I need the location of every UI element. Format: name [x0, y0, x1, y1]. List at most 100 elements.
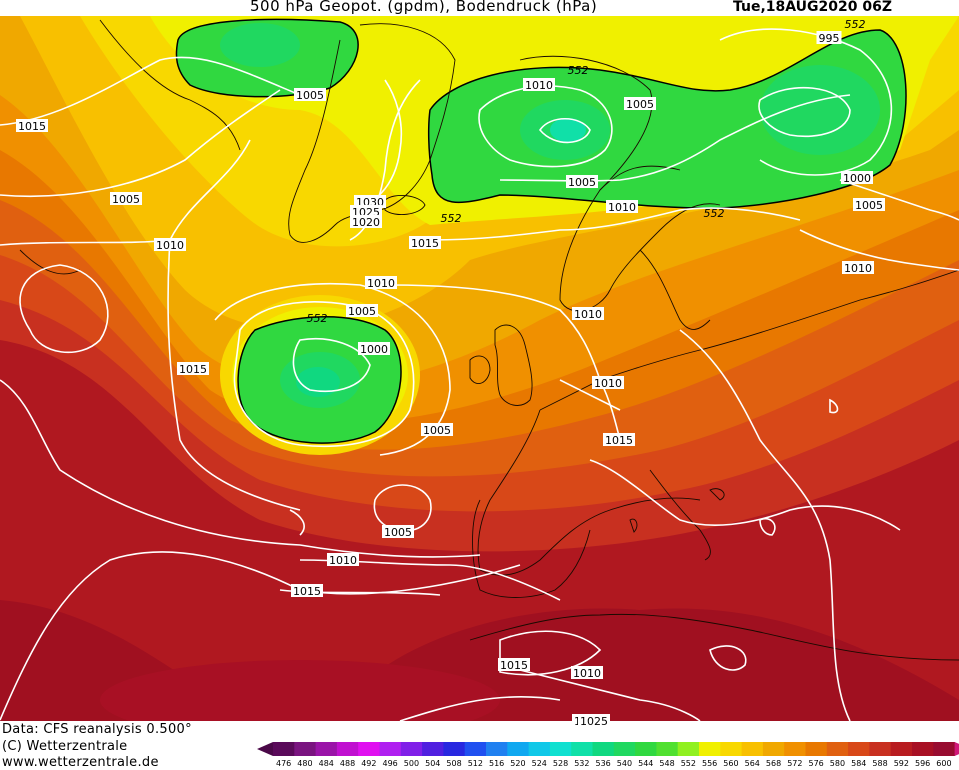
legend-arrow-left [257, 742, 273, 756]
legend-tick-label: 560 [723, 759, 738, 768]
isobar-label: 995 [816, 31, 842, 45]
legend-color-swatch [571, 742, 593, 756]
legend-color-swatch [933, 742, 956, 756]
legend-tick-label: 588 [872, 759, 887, 768]
legend-tick-label: 528 [553, 759, 568, 768]
isobar-label-text: 1010 [574, 308, 602, 321]
legend-color-swatch [464, 742, 487, 756]
legend-color-swatch [336, 742, 359, 756]
geopotential-labels: 552 552 552 552 552 [307, 18, 866, 325]
data-source-text: Data: CFS reanalysis 0.500° [2, 722, 192, 737]
isobar-label-text: 1005 [626, 98, 654, 111]
isobar-label: 1005 [624, 97, 656, 111]
isobar-label: 1010 [571, 666, 603, 680]
legend-color-swatch [869, 742, 892, 756]
isobar-label: 1025 [578, 714, 610, 728]
isobar-labels: 1005101510051010103010251020101510101005… [16, 31, 885, 728]
website-text: www.wetterzentrale.de [2, 755, 159, 770]
legend-color-swatch [294, 742, 317, 756]
legend-tick-label: 572 [787, 759, 802, 768]
legend-tick-label: 500 [404, 759, 419, 768]
legend-tick-label: 536 [596, 759, 611, 768]
legend-color-swatch [379, 742, 402, 756]
isobar-label-text: 1000 [360, 343, 388, 356]
legend-tick-label: 568 [766, 759, 781, 768]
legend-tick-label: 492 [361, 759, 376, 768]
legend-tick-label: 532 [574, 759, 589, 768]
legend-tick-label: 584 [851, 759, 866, 768]
legend-tick-label: 548 [659, 759, 674, 768]
isobar-label: 1015 [16, 119, 48, 133]
isobar-label: 1010 [154, 238, 186, 252]
legend-tick-label: 520 [510, 759, 525, 768]
geopotential-label: 552 [441, 212, 462, 225]
isobar-label: 1000 [358, 342, 390, 356]
coastlines [19, 19, 959, 661]
isobar-label-text: 1010 [608, 201, 636, 214]
isobar-label-text: 1015 [179, 363, 207, 376]
legend-color-swatch [358, 742, 380, 756]
color-scale-legend: 476 480 484 488 492 496 500 504 508 512 516 520 524 5… [257, 742, 959, 768]
copyright-text: (C) Wetterzentrale [2, 739, 128, 754]
isobar-label-text: 1010 [525, 79, 553, 92]
legend-color-swatch [528, 742, 551, 756]
isobar-label-text: 1015 [500, 659, 528, 672]
legend-color-swatch [400, 742, 423, 756]
isobar-label: 1000 [841, 171, 873, 185]
legend-tick-label: 496 [383, 759, 398, 768]
isobar-label: 1010 [606, 200, 638, 214]
legend-tick-label: 576 [809, 759, 824, 768]
isobar-label: 1005 [421, 423, 453, 437]
isobar-label-text: 1015 [411, 237, 439, 250]
isobar-label-text: 1005 [348, 305, 376, 318]
isobar-label-text: 1010 [367, 277, 395, 290]
isobar-label: 1015 [603, 433, 635, 447]
geopotential-label: 552 [307, 312, 328, 325]
geopotential-label: 552 [704, 207, 725, 220]
geopotential-label: 552 [845, 18, 866, 31]
legend-tick-label: 516 [489, 759, 504, 768]
legend-color-swatch [677, 742, 700, 756]
legend-color-swatch [635, 742, 657, 756]
isobar-label-text: 1005 [855, 199, 883, 212]
legend-tick-label: 596 [915, 759, 930, 768]
isobar-label-text: 1010 [329, 554, 357, 567]
legend-color-swatch [912, 742, 934, 756]
legend-color-swatch [273, 742, 295, 756]
legend-tick-label: 480 [297, 759, 312, 768]
legend-tick-label: 556 [702, 759, 717, 768]
legend-color-swatch [507, 742, 530, 756]
legend-color-swatch [486, 742, 508, 756]
legend-tick-label: 544 [638, 759, 653, 768]
legend-color-swatch [826, 742, 849, 756]
isobar-label: 1005 [346, 304, 378, 318]
legend-tick-label: 512 [468, 759, 483, 768]
legend-color-swatch [784, 742, 806, 756]
legend-tick-label: 504 [425, 759, 440, 768]
isobar-label-text: 1000 [843, 172, 871, 185]
isobar-label: 1010 [365, 276, 397, 290]
legend-arrow-right [954, 742, 959, 756]
legend-tick-label: 524 [532, 759, 547, 768]
isobar-label: 1015 [498, 658, 530, 672]
isobar-label-text: 1015 [605, 434, 633, 447]
legend-tick-label: 484 [319, 759, 334, 768]
isobar-label-text: 1010 [573, 667, 601, 680]
isobar-label: 1005 [294, 88, 326, 102]
isobar-label: 1015 [291, 584, 323, 598]
isobar-label-text: 1005 [112, 193, 140, 206]
map-title: 500 hPa Geopot. (gpdm), Bodendruck (hPa) [250, 0, 598, 15]
legend-color-swatch [699, 742, 721, 756]
legend-tick-label: 552 [681, 759, 696, 768]
isobar-label-text: 1005 [296, 89, 324, 102]
map-timestamp: Tue,18AUG2020 06Z [733, 0, 893, 15]
isobar-label-text: 1025 [580, 715, 608, 728]
legend-tick-label: 476 [276, 759, 291, 768]
isobar-label: 1010 [523, 78, 555, 92]
legend-tick-label: 488 [340, 759, 355, 768]
isobar-label: 1010 [572, 307, 604, 321]
legend-tick-label: 564 [745, 759, 760, 768]
legend-color-swatch [613, 742, 636, 756]
isobar-label: 1005 [566, 175, 598, 189]
